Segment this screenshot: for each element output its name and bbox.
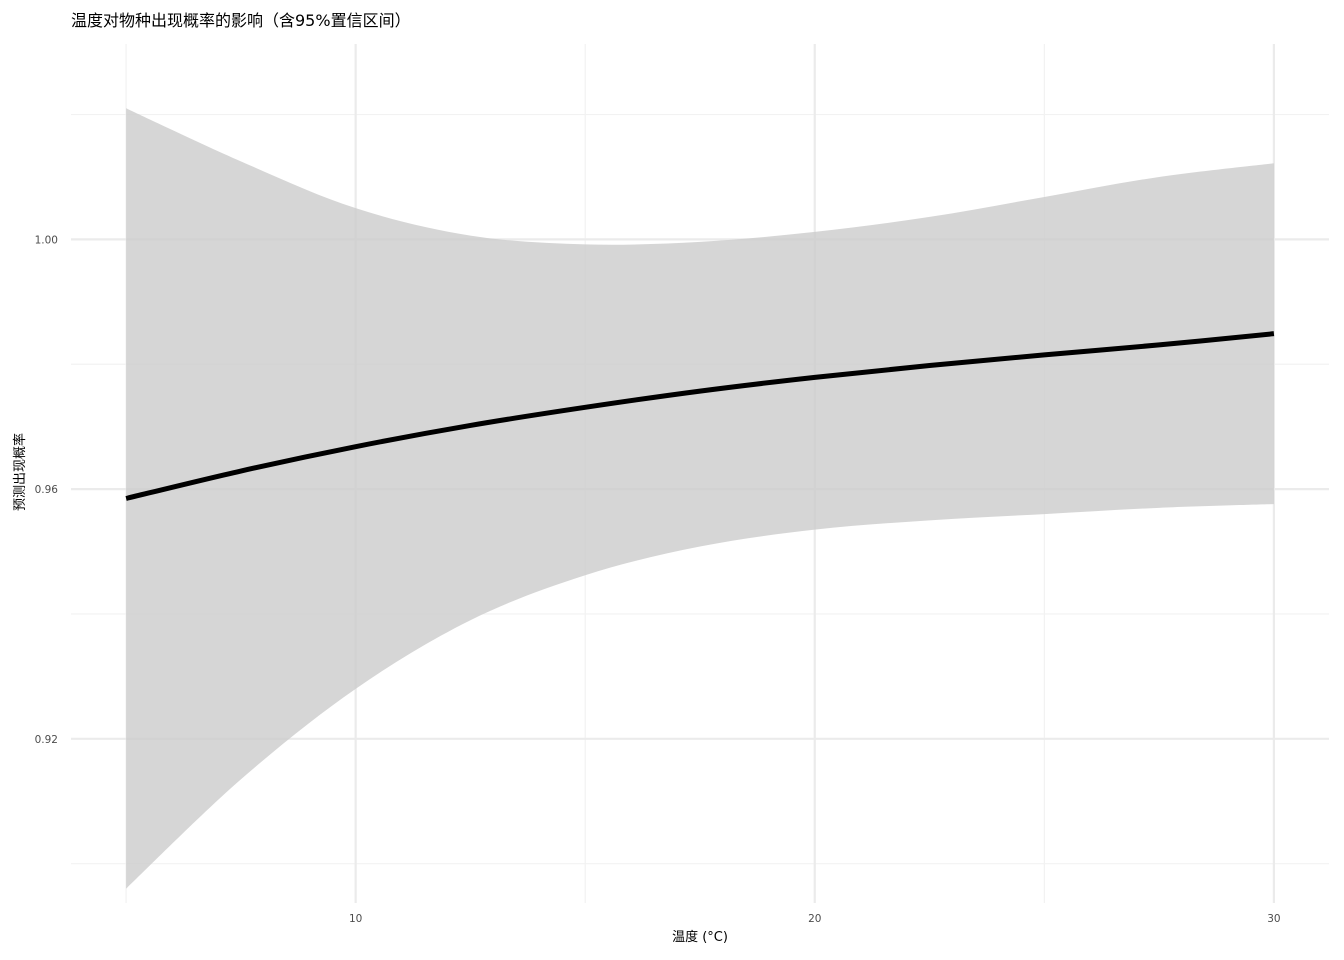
y-tick-label: 0.92 — [35, 734, 58, 746]
chart-title: 温度对物种出现概率的影响（含95%置信区间） — [71, 11, 411, 30]
x-tick-label: 20 — [808, 913, 821, 925]
confidence-ribbon — [126, 108, 1274, 889]
x-axis-label: 温度 (°C) — [672, 929, 728, 945]
y-axis-label: 预测出现概率 — [12, 433, 28, 511]
x-tick-label: 30 — [1267, 913, 1280, 925]
y-tick-label: 0.96 — [35, 484, 59, 496]
fitted-line — [125, 331, 1275, 501]
y-tick-label: 1.00 — [35, 234, 58, 246]
x-axis-ticks: 10 20 30 — [349, 913, 1281, 925]
y-axis-ticks: 0.92 0.96 1.00 — [35, 234, 59, 745]
x-tick-label: 10 — [349, 913, 362, 925]
